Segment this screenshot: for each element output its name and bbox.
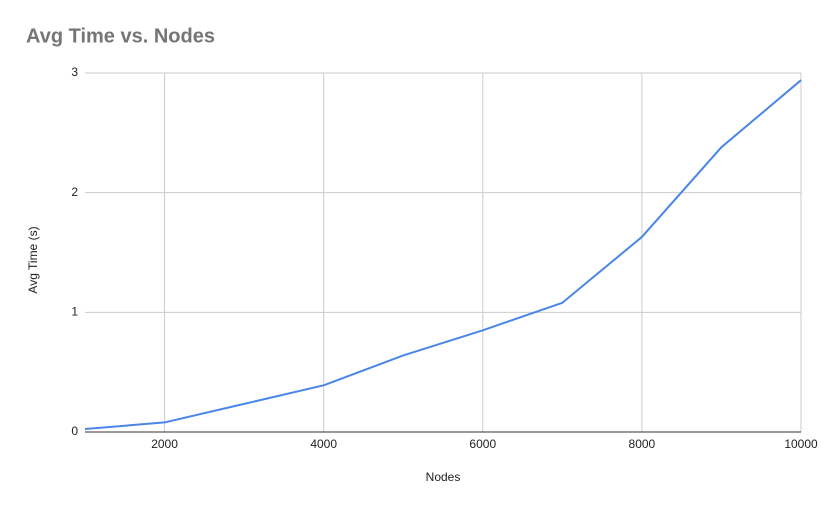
x-tick-label: 6000 bbox=[469, 437, 496, 451]
data-line bbox=[84, 79, 802, 431]
x-tick-label: 4000 bbox=[310, 437, 337, 451]
y-tick-label: 2 bbox=[71, 185, 78, 199]
y-tick-label: 1 bbox=[71, 305, 78, 319]
y-tick-label: 0 bbox=[71, 424, 78, 438]
chart-title: Avg Time vs. Nodes bbox=[26, 25, 215, 47]
y-axis-label: Avg Time (s) bbox=[26, 226, 40, 293]
x-tick-label: 10000 bbox=[784, 437, 818, 451]
x-tick-label: 2000 bbox=[151, 437, 178, 451]
x-axis-label: Nodes bbox=[426, 470, 461, 484]
y-tick-label: 3 bbox=[71, 65, 78, 79]
x-tick-label: 8000 bbox=[629, 437, 656, 451]
